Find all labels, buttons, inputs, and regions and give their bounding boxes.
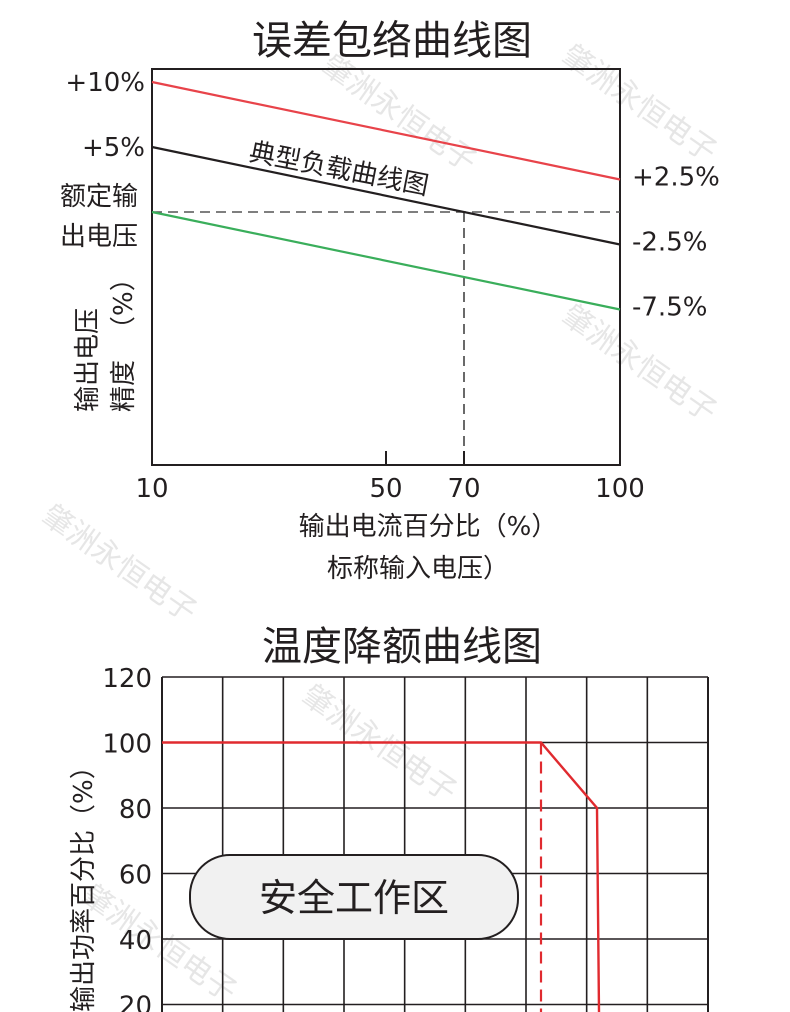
chart1-xlabel-line1: 输出电流百分比（%） — [299, 512, 558, 542]
chart2-y-tick-label: 80 — [119, 795, 152, 825]
chart1-title: 误差包络曲线图 — [252, 18, 532, 64]
chart1-right-label: +2.5% — [632, 163, 720, 193]
chart1-right-label: -7.5% — [632, 293, 707, 323]
chart1-y-tick-labels: +10% +5% — [65, 68, 145, 163]
chart1-ylabel-line3: （%） — [109, 265, 139, 342]
chart1-series-line-2 — [151, 210, 621, 311]
watermark-text: 肇洲永恒电子 — [35, 498, 203, 630]
watermark-text: 肇洲永恒电子 — [295, 678, 463, 810]
chart2-y-tick-label: 120 — [102, 664, 152, 694]
chart1-x-tick-label: 50 — [369, 474, 402, 504]
chart2-badge-box — [189, 854, 519, 940]
chart1-series-line-0 — [151, 80, 621, 181]
chart1-x-tick-label: 10 — [135, 474, 168, 504]
chart1-right-labels: +2.5% -2.5% -7.5% — [632, 163, 720, 323]
chart1-x-tick-label: 70 — [447, 474, 480, 504]
chart1-plot-frame — [151, 68, 621, 466]
chart2-grid — [161, 676, 709, 1012]
chart2-ylabel: 输出功率百分比（%） — [69, 753, 99, 1012]
chart2-y-tick-label: 100 — [102, 730, 152, 760]
chart1-ref-label-line2: 出电压 — [60, 222, 138, 252]
chart1-y-tick-label: +5% — [82, 133, 145, 163]
chart1-curve-annotation: 典型负载曲线图 — [247, 137, 431, 201]
chart2-y-tick-label: 40 — [119, 926, 152, 956]
chart1-right-label: -2.5% — [632, 228, 707, 258]
chart1-series-line-1 — [151, 145, 621, 246]
chart2-title: 温度降额曲线图 — [262, 624, 542, 670]
watermark-text: 肇洲永恒电子 — [555, 38, 723, 170]
chart1-ref-label-line1: 额定输 — [60, 182, 138, 212]
chart2-badge-label: 安全工作区 — [259, 876, 449, 920]
chart1-x-ticks: 10 50 70 100 — [135, 451, 645, 504]
chart1-xlabel-line2: 标称输入电压） — [327, 554, 509, 584]
temperature-derating-chart: 温度降额曲线图 20 40 60 80 100 120 输出功率百分比（%） 安全工作区 — [69, 624, 709, 1012]
chart2-y-tick-labels: 20 40 60 80 100 120 — [102, 664, 152, 1012]
chart1-series — [151, 80, 621, 311]
chart1-x-tick-label: 100 — [595, 474, 645, 504]
chart1-reference-lines — [152, 211, 620, 465]
chart2-derating-line — [162, 741, 601, 1012]
chart1-ylabel-line1: 输出电压 — [73, 308, 103, 412]
chart1-y-tick-label: +10% — [65, 68, 145, 98]
chart2-y-tick-label: 20 — [119, 992, 152, 1012]
chart2-series — [162, 741, 601, 1012]
chart1-ylabel-line2: 精度 — [109, 360, 139, 412]
chart2-y-tick-label: 60 — [119, 861, 152, 891]
